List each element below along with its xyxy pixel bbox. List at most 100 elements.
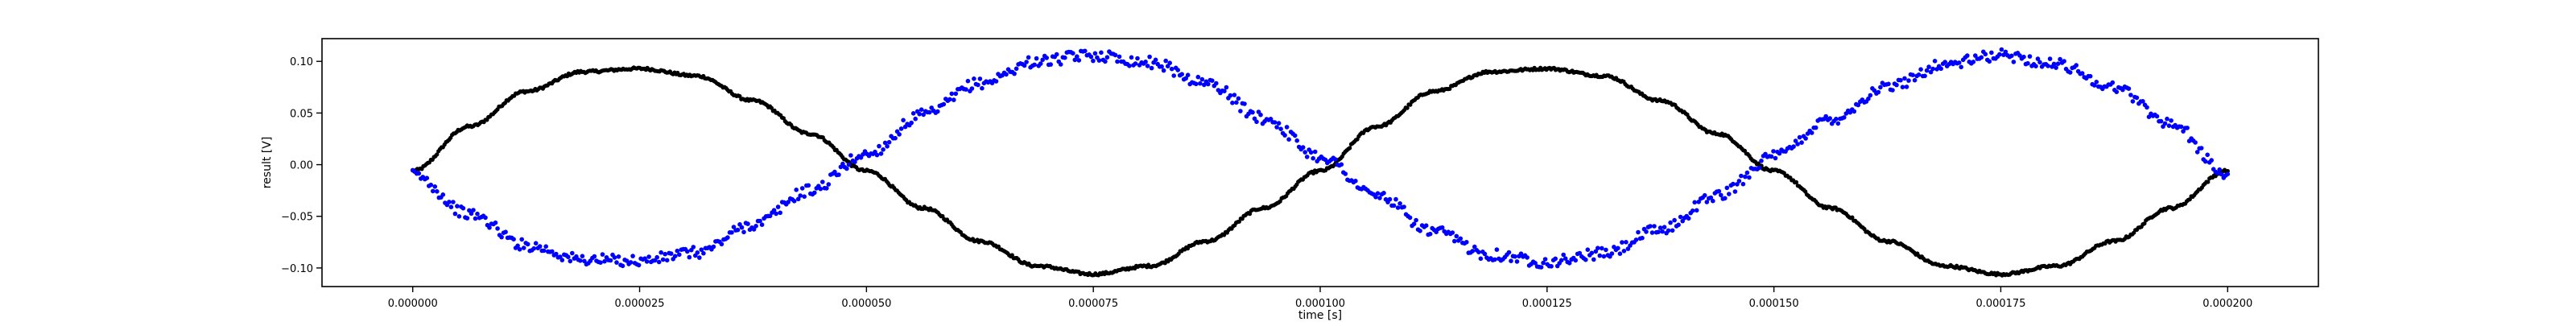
data-point bbox=[511, 237, 516, 242]
data-point bbox=[2011, 60, 2017, 64]
data-point bbox=[628, 260, 634, 265]
data-point bbox=[993, 79, 999, 84]
data-point bbox=[1589, 250, 1595, 256]
x-tick-label: 0.000000 bbox=[388, 298, 438, 310]
data-point bbox=[1300, 145, 1306, 150]
data-point bbox=[1668, 220, 1673, 225]
x-tick-label: 0.000100 bbox=[1295, 298, 1345, 310]
data-point bbox=[2055, 61, 2061, 66]
data-point bbox=[663, 251, 667, 257]
data-point bbox=[941, 101, 947, 107]
data-point bbox=[878, 151, 884, 156]
data-point bbox=[487, 225, 492, 230]
data-point bbox=[881, 147, 886, 152]
data-point bbox=[1757, 165, 1762, 171]
data-point bbox=[741, 229, 746, 235]
data-point bbox=[1169, 66, 1174, 72]
data-point bbox=[1902, 76, 1907, 81]
data-point bbox=[1048, 62, 1053, 67]
data-point bbox=[2130, 99, 2136, 104]
data-point bbox=[2162, 121, 2168, 126]
data-point bbox=[1038, 61, 1043, 66]
data-point bbox=[1971, 60, 1976, 64]
data-point bbox=[1199, 76, 1205, 82]
data-point bbox=[654, 254, 659, 260]
data-point bbox=[475, 211, 480, 217]
data-point bbox=[1248, 212, 1253, 217]
data-point bbox=[1040, 57, 1045, 63]
data-point bbox=[909, 120, 914, 126]
data-point bbox=[517, 247, 522, 252]
data-point bbox=[2033, 64, 2038, 68]
data-point bbox=[949, 91, 955, 97]
data-point bbox=[1795, 142, 1800, 146]
data-point bbox=[1402, 204, 1406, 209]
data-point bbox=[1222, 89, 1227, 93]
data-point bbox=[2126, 86, 2132, 91]
data-point bbox=[1676, 222, 1681, 228]
data-point bbox=[1723, 196, 1728, 201]
data-point bbox=[1702, 192, 1707, 198]
data-point bbox=[893, 135, 898, 141]
data-point bbox=[1129, 55, 1134, 60]
data-point bbox=[874, 152, 880, 158]
data-point bbox=[1640, 235, 1645, 241]
data-point bbox=[2142, 221, 2147, 226]
data-point bbox=[913, 116, 918, 122]
data-point bbox=[1735, 182, 1740, 187]
data-point bbox=[836, 172, 841, 177]
data-point bbox=[877, 143, 881, 149]
data-point bbox=[1662, 225, 1667, 230]
data-point bbox=[1439, 225, 1445, 230]
data-point bbox=[1076, 58, 1082, 63]
data-point bbox=[1478, 256, 1484, 262]
data-point bbox=[1286, 137, 1291, 142]
data-point bbox=[1894, 82, 1899, 88]
data-point bbox=[1375, 191, 1381, 196]
data-point bbox=[739, 225, 745, 230]
data-point bbox=[2079, 71, 2085, 76]
data-point bbox=[771, 208, 777, 213]
data-point bbox=[1274, 125, 1279, 130]
data-point bbox=[1513, 254, 1517, 259]
data-point bbox=[1740, 181, 1746, 187]
data-point bbox=[969, 86, 975, 91]
x-tick-label: 0.000050 bbox=[841, 298, 891, 310]
data-point bbox=[664, 258, 670, 263]
data-point bbox=[543, 244, 548, 250]
data-point bbox=[1900, 85, 1905, 89]
data-point bbox=[1886, 81, 1891, 87]
data-point bbox=[976, 82, 980, 88]
data-point bbox=[2202, 159, 2208, 164]
data-point bbox=[435, 189, 440, 194]
data-point bbox=[559, 258, 565, 262]
data-point bbox=[1694, 208, 1699, 213]
data-point bbox=[1724, 185, 1730, 191]
data-point bbox=[1696, 200, 1701, 204]
data-point bbox=[1799, 140, 1804, 145]
data-point bbox=[451, 200, 456, 204]
data-point bbox=[1769, 154, 1774, 159]
data-point bbox=[1666, 228, 1671, 233]
data-point bbox=[695, 250, 700, 255]
data-point bbox=[1163, 58, 1168, 64]
data-point bbox=[798, 193, 803, 198]
data-point bbox=[1652, 224, 1657, 229]
data-point bbox=[1604, 247, 1608, 253]
data-point bbox=[515, 243, 520, 249]
data-point bbox=[927, 109, 932, 115]
data-point bbox=[1803, 136, 1808, 141]
data-point bbox=[2209, 158, 2214, 163]
y-tick-label: −0.05 bbox=[281, 212, 313, 224]
data-point bbox=[731, 225, 737, 229]
data-point bbox=[1777, 151, 1782, 156]
data-point bbox=[471, 208, 476, 213]
data-point bbox=[953, 91, 959, 97]
data-point bbox=[598, 260, 603, 266]
data-point bbox=[1063, 55, 1067, 60]
data-point bbox=[935, 109, 940, 114]
data-point bbox=[646, 254, 651, 259]
data-point bbox=[2198, 146, 2204, 151]
data-point bbox=[2054, 65, 2058, 70]
